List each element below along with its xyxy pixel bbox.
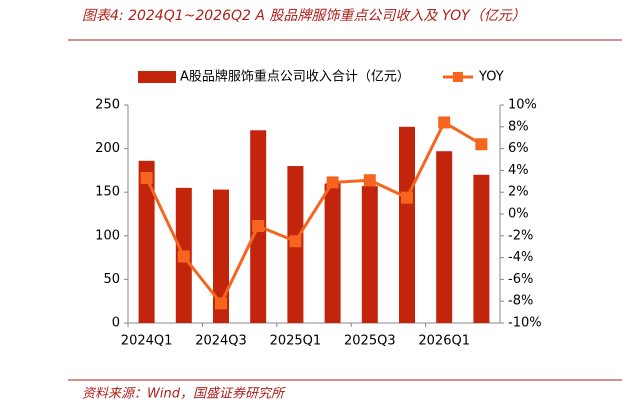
y2-tick-label: 2%	[508, 185, 529, 200]
y2-tick-label: 0%	[508, 207, 529, 222]
line-marker	[289, 235, 302, 248]
y-tick-label: 200	[95, 141, 120, 156]
y2-tick-label: -2%	[508, 228, 533, 243]
line-marker	[475, 138, 488, 151]
y2-tick-label: -6%	[508, 272, 533, 287]
line	[145, 120, 483, 307]
y2-tick-label: 10%	[508, 98, 537, 113]
bar	[213, 189, 229, 323]
x-tick-label: 2025Q3	[344, 334, 396, 349]
line-marker	[252, 219, 265, 232]
y-tick-label: 50	[103, 272, 120, 287]
legend-label: YOY	[478, 70, 504, 85]
legend-label: A股品牌服饰重点公司收入合计（亿元）	[180, 69, 410, 85]
y2-tick-label: 6%	[508, 141, 529, 156]
y2-tick-label: -4%	[508, 250, 533, 265]
legend-swatch	[138, 71, 176, 83]
chart-title: 图表4: 2024Q1~2026Q2 A 股品牌服饰重点公司收入及 YOY（亿元…	[82, 8, 526, 24]
source-note: 资料来源：Wind，国盛证券研究所	[82, 386, 286, 402]
line-marker	[140, 172, 153, 185]
y2-tick-label: 8%	[508, 119, 529, 134]
line-marker	[363, 174, 376, 187]
bar	[436, 151, 453, 323]
x-tick-label: 2024Q1	[121, 334, 173, 349]
y-tick-label: 0	[112, 316, 120, 331]
bar	[324, 183, 341, 323]
bar	[473, 174, 490, 323]
bar	[361, 186, 378, 323]
y-tick-label: 250	[95, 98, 120, 113]
y2-tick-label: -8%	[508, 294, 533, 309]
line-marker	[177, 250, 190, 263]
y-tick-label: 150	[95, 185, 120, 200]
x-tick-label: 2026Q1	[418, 334, 470, 349]
bar	[399, 126, 415, 323]
y2-tick-label: 4%	[508, 163, 529, 178]
line-marker	[326, 176, 339, 189]
y-tick-label: 100	[95, 228, 120, 243]
x-tick-label: 2025Q1	[270, 334, 322, 349]
bar	[138, 160, 155, 323]
x-tick-label: 2024Q3	[195, 334, 247, 349]
line-marker	[215, 297, 227, 310]
y2-tick-label: -10%	[508, 316, 542, 331]
legend-swatch	[453, 72, 463, 82]
line-marker	[438, 116, 451, 129]
line-marker	[401, 191, 413, 204]
